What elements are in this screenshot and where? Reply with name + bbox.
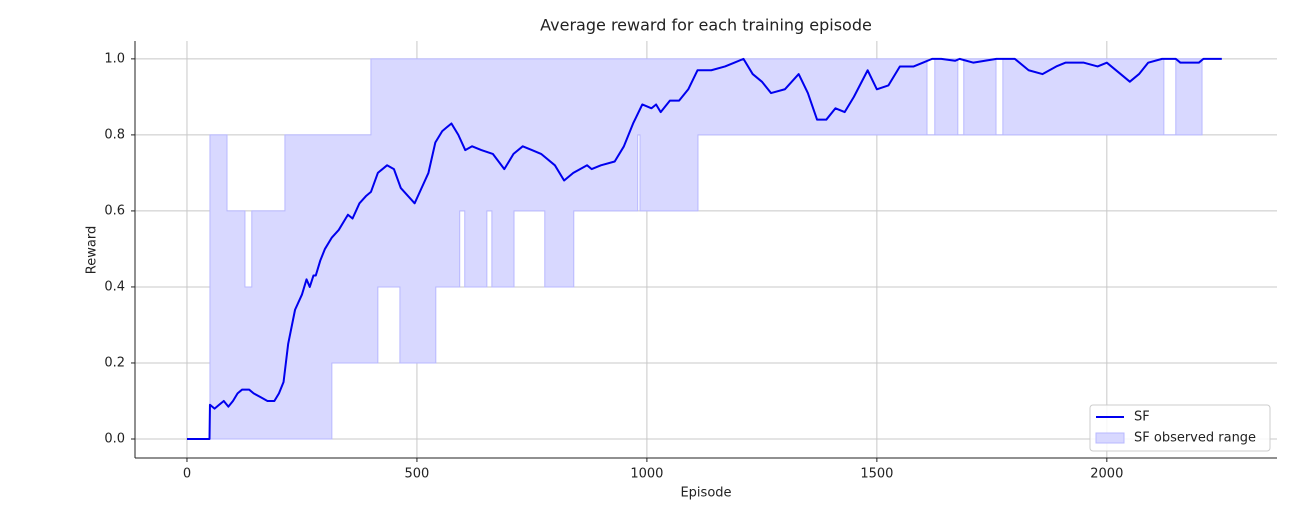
x-tick-label: 2000 bbox=[1090, 467, 1123, 482]
legend-swatch bbox=[1095, 432, 1125, 444]
y-tick-label: 0.4 bbox=[104, 279, 125, 294]
line bbox=[186, 57, 1222, 440]
y-tick-label: 0.8 bbox=[104, 127, 125, 142]
y-tick-label: 0.2 bbox=[104, 355, 125, 370]
y-tick-label: 1.0 bbox=[104, 51, 125, 66]
legend: SF SF observed range bbox=[1089, 404, 1271, 452]
legend-label: SF observed range bbox=[1134, 431, 1256, 446]
legend-box bbox=[1089, 404, 1271, 452]
y-tick-label: 0.6 bbox=[104, 203, 125, 218]
y-tick-label: 0.0 bbox=[104, 431, 125, 446]
x-tick-label: 0 bbox=[183, 467, 191, 482]
range-band bbox=[209, 58, 1203, 440]
chart-title: Average reward for each training episode bbox=[540, 16, 872, 35]
legend-label: SF bbox=[1134, 410, 1150, 425]
x-tick-label: 1000 bbox=[630, 467, 663, 482]
x-axis-label: Episode bbox=[680, 486, 731, 501]
y-axis-label: Reward bbox=[85, 226, 100, 274]
x-tick-label: 1500 bbox=[860, 467, 893, 482]
x-tick-label: 500 bbox=[405, 467, 430, 482]
